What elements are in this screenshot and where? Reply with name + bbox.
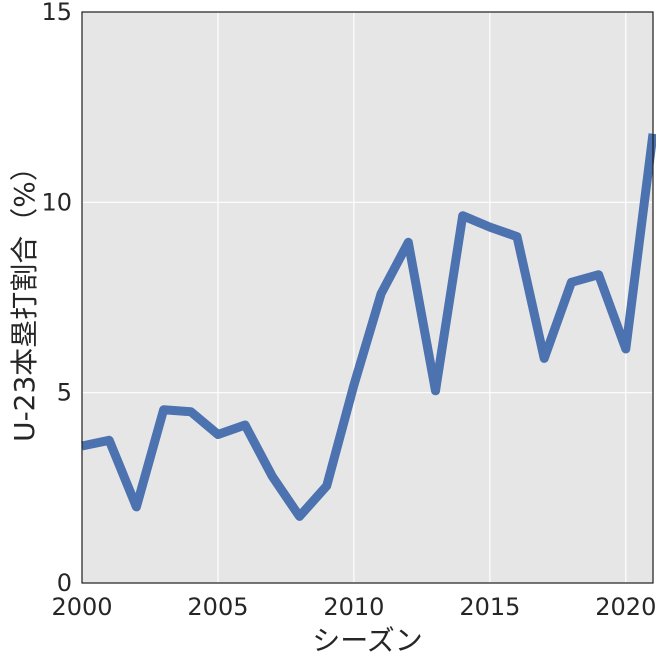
series-line — [81, 133, 656, 521]
x-axis-title: シーズン — [312, 624, 423, 657]
y-tick-label: 15 — [41, 0, 72, 26]
x-tick-label: 2005 — [187, 593, 248, 621]
y-tick-label: 5 — [57, 379, 72, 407]
x-tick-label: 2020 — [595, 593, 656, 621]
x-tick-label: 2015 — [459, 593, 520, 621]
plot-area — [82, 12, 653, 583]
tick-labels: 2000 2005 2010 2015 2020 0 5 10 15 — [41, 0, 656, 621]
y-tick-label: 0 — [57, 569, 72, 597]
x-tick-label: 2010 — [323, 593, 384, 621]
x-tick-label: 2000 — [51, 593, 112, 621]
y-tick-label: 10 — [41, 188, 72, 216]
y-axis-title: U-23本塁打割合（%） — [8, 153, 41, 442]
series-layer — [81, 133, 656, 521]
plot-frame — [81, 11, 654, 584]
